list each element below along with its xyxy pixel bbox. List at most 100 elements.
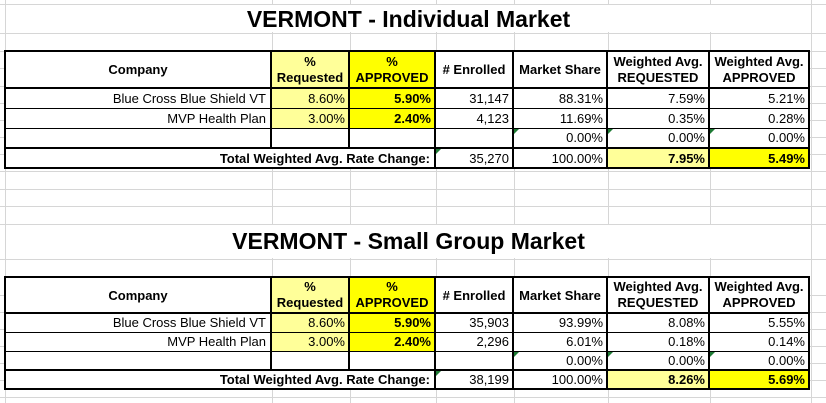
gridline	[0, 397, 826, 398]
table-row: 0.00% 0.00% 0.00%	[4, 350, 810, 371]
green-triangle-icon	[515, 129, 519, 134]
cell-total-market-share[interactable]: 100.00%	[512, 369, 608, 390]
cell-company[interactable]: Blue Cross Blue Shield VT	[4, 312, 272, 333]
cell-requested[interactable]: 3.00%	[270, 107, 350, 129]
header-row: Company % Requested % APPROVED # Enrolle…	[4, 276, 810, 314]
cell-total-market-share[interactable]: 100.00%	[512, 147, 608, 169]
cell-market-share[interactable]: 88.31%	[512, 87, 608, 109]
header-percent-requested[interactable]: % Requested	[270, 276, 350, 314]
cell-approved[interactable]	[348, 350, 436, 371]
cell-enrolled[interactable]: 31,147	[434, 87, 514, 109]
cell-weighted-requested[interactable]: 0.00%	[606, 127, 710, 149]
header-line: Weighted Avg.	[714, 279, 804, 294]
cell-company[interactable]: MVP Health Plan	[4, 331, 272, 352]
cell-value: 38,199	[469, 372, 509, 387]
cell-company[interactable]: Blue Cross Blue Shield VT	[4, 87, 272, 109]
cell-company[interactable]	[4, 350, 272, 371]
cell-market-share[interactable]: 93.99%	[512, 312, 608, 333]
cell-enrolled[interactable]: 35,903	[434, 312, 514, 333]
gridline	[0, 171, 826, 172]
header-line: APPROVED	[722, 69, 796, 85]
green-triangle-icon	[711, 352, 715, 357]
header-line: Requested	[276, 69, 344, 85]
cell-weighted-requested[interactable]: 8.08%	[606, 312, 710, 333]
header-percent-approved[interactable]: % APPROVED	[348, 50, 436, 89]
table-row: MVP Health Plan 3.00% 2.40% 4,123 11.69%…	[4, 107, 810, 129]
cell-approved[interactable]: 5.90%	[348, 312, 436, 333]
cell-company[interactable]: MVP Health Plan	[4, 107, 272, 129]
table-row: Blue Cross Blue Shield VT 8.60% 5.90% 35…	[4, 312, 810, 333]
cell-total-enrolled[interactable]: 35,270	[434, 147, 514, 169]
cell-requested[interactable]	[270, 127, 350, 149]
cell-requested[interactable]: 8.60%	[270, 87, 350, 109]
total-label[interactable]: Total Weighted Avg. Rate Change:	[4, 369, 436, 390]
gridline	[0, 259, 826, 260]
green-triangle-icon	[609, 129, 613, 134]
table-row: Blue Cross Blue Shield VT 8.60% 5.90% 31…	[4, 87, 810, 109]
header-weighted-approved[interactable]: Weighted Avg. APPROVED	[708, 50, 810, 89]
cell-market-share[interactable]: 11.69%	[512, 107, 608, 129]
cell-value: 0.00%	[768, 130, 805, 146]
cell-total-weighted-requested[interactable]: 8.26%	[606, 369, 710, 390]
cell-weighted-approved[interactable]: 5.55%	[708, 312, 810, 333]
gridline	[350, 0, 351, 403]
cell-weighted-approved[interactable]: 0.00%	[708, 127, 810, 149]
cell-approved[interactable]: 5.90%	[348, 87, 436, 109]
header-enrolled[interactable]: # Enrolled	[434, 50, 514, 89]
header-percent-requested[interactable]: % Requested	[270, 50, 350, 89]
cell-requested[interactable]: 8.60%	[270, 312, 350, 333]
cell-weighted-approved[interactable]: 0.28%	[708, 107, 810, 129]
cell-market-share[interactable]: 6.01%	[512, 331, 608, 352]
cell-enrolled[interactable]	[434, 127, 514, 149]
table-row: 0.00% 0.00% 0.00%	[4, 127, 810, 149]
cell-enrolled[interactable]	[434, 350, 514, 371]
cell-total-weighted-approved[interactable]: 5.69%	[708, 369, 810, 390]
cell-value: 35,270	[469, 150, 509, 166]
gridline	[0, 224, 826, 225]
cell-requested[interactable]: 3.00%	[270, 331, 350, 352]
green-triangle-icon	[437, 372, 441, 376]
green-triangle-icon	[609, 352, 613, 357]
header-weighted-requested[interactable]: Weighted Avg. REQUESTED	[606, 276, 710, 314]
cell-market-share[interactable]: 0.00%	[512, 127, 608, 149]
header-line: %	[386, 53, 398, 69]
green-triangle-icon	[515, 352, 519, 357]
cell-enrolled[interactable]: 2,296	[434, 331, 514, 352]
header-percent-approved[interactable]: % APPROVED	[348, 276, 436, 314]
cell-approved[interactable]	[348, 127, 436, 149]
cell-company[interactable]	[4, 127, 272, 149]
cell-weighted-approved[interactable]: 5.21%	[708, 87, 810, 109]
gridline	[0, 189, 826, 190]
cell-total-enrolled[interactable]: 38,199	[434, 369, 514, 390]
cell-weighted-requested[interactable]: 0.18%	[606, 331, 710, 352]
header-weighted-approved[interactable]: Weighted Avg. APPROVED	[708, 276, 810, 314]
header-enrolled[interactable]: # Enrolled	[434, 276, 514, 314]
cell-weighted-requested[interactable]: 0.35%	[606, 107, 710, 129]
cell-total-weighted-requested[interactable]: 7.95%	[606, 147, 710, 169]
cell-weighted-requested[interactable]: 7.59%	[606, 87, 710, 109]
header-line: %	[304, 279, 316, 294]
cell-enrolled[interactable]: 4,123	[434, 107, 514, 129]
header-company[interactable]: Company	[4, 50, 272, 89]
individual-market-title[interactable]: VERMONT - Individual Market	[6, 5, 811, 32]
cell-approved[interactable]: 2.40%	[348, 107, 436, 129]
cell-weighted-approved[interactable]: 0.00%	[708, 350, 810, 371]
gridline	[272, 0, 273, 403]
gridline	[710, 0, 711, 403]
header-line: APPROVED	[722, 295, 796, 310]
total-label[interactable]: Total Weighted Avg. Rate Change:	[4, 147, 436, 169]
cell-total-weighted-approved[interactable]: 5.49%	[708, 147, 810, 169]
header-market-share[interactable]: Market Share	[512, 276, 608, 314]
cell-weighted-requested[interactable]: 0.00%	[606, 350, 710, 371]
cell-requested[interactable]	[270, 350, 350, 371]
green-triangle-icon	[711, 129, 715, 134]
header-company[interactable]: Company	[4, 276, 272, 314]
cell-market-share[interactable]: 0.00%	[512, 350, 608, 371]
header-market-share[interactable]: Market Share	[512, 50, 608, 89]
cell-approved[interactable]: 2.40%	[348, 331, 436, 352]
header-weighted-requested[interactable]: Weighted Avg. REQUESTED	[606, 50, 710, 89]
cell-weighted-approved[interactable]: 0.14%	[708, 331, 810, 352]
header-line: REQUESTED	[617, 295, 699, 310]
gridline	[811, 0, 812, 403]
small-group-market-title[interactable]: VERMONT - Small Group Market	[6, 225, 811, 258]
